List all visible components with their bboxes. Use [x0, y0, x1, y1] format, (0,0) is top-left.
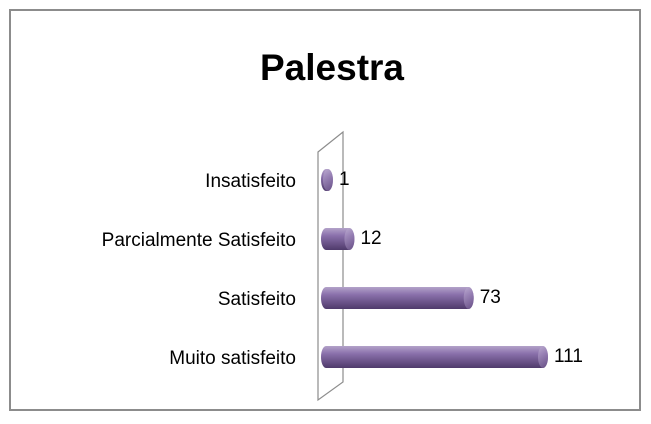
bar-cap	[538, 346, 548, 368]
back-wall	[317, 130, 344, 402]
data-label: 12	[360, 228, 381, 249]
category-label: Muito satisfeito	[169, 348, 296, 369]
category-label: Insatisfeito	[205, 171, 296, 192]
category-label: Parcialmente Satisfeito	[102, 230, 296, 251]
data-label: 73	[480, 287, 501, 308]
bar	[321, 287, 474, 309]
bar-cap	[322, 169, 333, 191]
bar-cap	[463, 287, 474, 309]
data-label: 111	[554, 346, 583, 367]
bars	[321, 169, 548, 368]
chart-title: Palestra	[260, 47, 404, 88]
bar	[321, 346, 548, 368]
data-label: 1	[339, 169, 350, 190]
category-label: Satisfeito	[218, 289, 296, 310]
bar-cap	[344, 228, 355, 250]
